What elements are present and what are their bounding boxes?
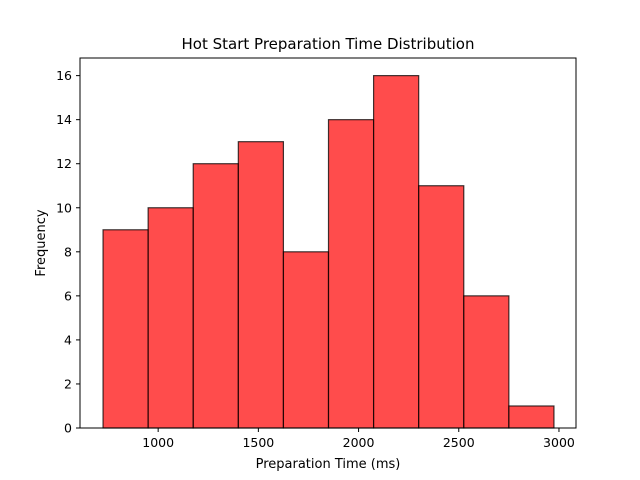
x-axis: 1000 1500 2000 2500 3000 — [142, 428, 575, 450]
histogram-bar-10 — [508, 405, 555, 429]
y-tick-label: 14 — [56, 112, 72, 127]
y-axis-label: Frequency — [34, 209, 49, 276]
histogram-bar-2 — [147, 207, 194, 429]
y-tick-label: 2 — [64, 376, 72, 391]
y-tick-label: 10 — [56, 200, 72, 215]
x-tick-label: 1000 — [142, 435, 174, 450]
histogram-bar-6 — [327, 119, 375, 429]
histogram-bar-7 — [372, 75, 420, 429]
plot-area-frame — [79, 57, 577, 429]
y-axis: 0 2 4 6 8 10 12 14 16 — [56, 68, 80, 436]
histogram-bar-4 — [237, 141, 285, 429]
histogram-bar-9 — [463, 295, 510, 429]
histogram-bar-8 — [418, 185, 465, 429]
y-tick-label: 0 — [64, 421, 72, 436]
x-axis-label: Preparation Time (ms) — [256, 457, 401, 472]
histogram-bar-3 — [192, 163, 239, 429]
y-tick-label: 12 — [56, 156, 72, 171]
x-tick-label: 1500 — [242, 435, 274, 450]
y-tick-label: 8 — [64, 244, 72, 259]
bars-group — [102, 75, 555, 429]
histogram-bar-1 — [102, 229, 149, 429]
y-tick-label: 4 — [64, 332, 72, 347]
y-tick-label: 16 — [56, 68, 72, 83]
y-tick-label: 6 — [64, 288, 72, 303]
x-tick-label: 2500 — [443, 435, 475, 450]
histogram-bar-5 — [282, 251, 330, 429]
x-tick-label: 3000 — [543, 435, 575, 450]
chart-title: Hot Start Preparation Time Distribution — [182, 35, 475, 53]
x-tick-label: 2000 — [343, 435, 375, 450]
